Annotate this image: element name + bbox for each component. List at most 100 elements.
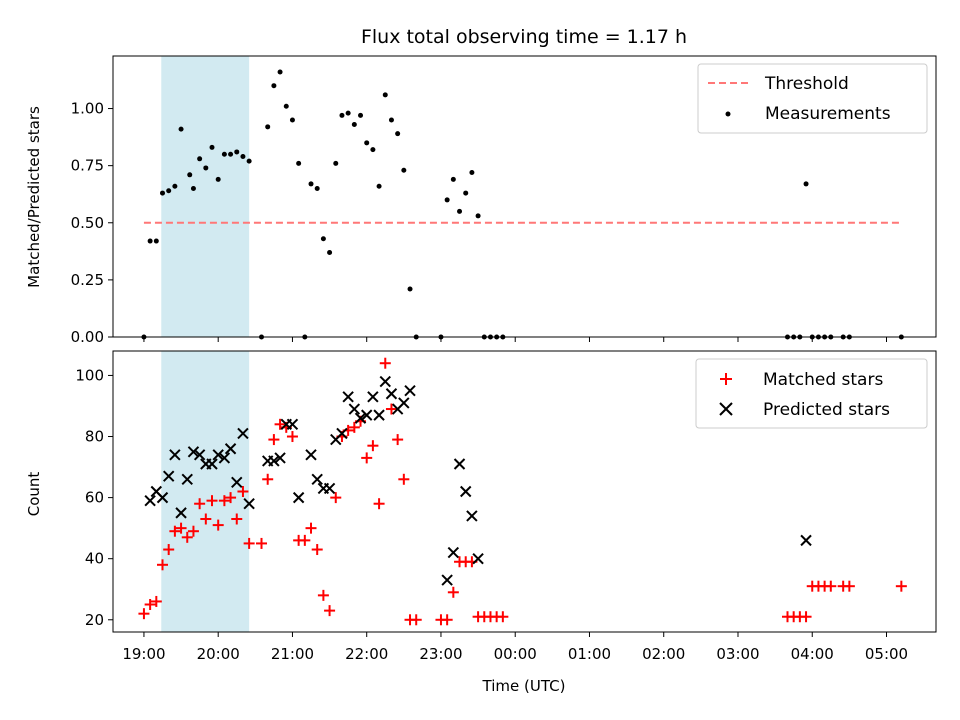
- matched-star-point: [367, 440, 379, 452]
- matched-star-point: [138, 608, 150, 620]
- matched-star-point: [200, 513, 212, 525]
- predicted-star-point: [342, 391, 354, 403]
- measurement-point: [160, 190, 166, 196]
- measurement-point: [450, 176, 456, 182]
- predicted-star-point: [336, 427, 348, 440]
- top-plot-frame: [112, 55, 937, 338]
- measurement-point: [234, 149, 240, 155]
- measurement-point: [407, 286, 413, 292]
- measurement-point: [351, 122, 357, 128]
- y-tick-label: 0.50: [71, 214, 104, 232]
- y-tick-label: 0.75: [71, 157, 104, 175]
- matched-star-point: [268, 434, 280, 446]
- predicted-star-point: [311, 473, 323, 485]
- x-tick-label: 21:00: [271, 645, 314, 663]
- matched-star-point: [324, 605, 336, 617]
- measurement-point: [289, 117, 295, 123]
- matched-star-point: [163, 544, 175, 556]
- predicted-star-point: [398, 397, 410, 409]
- matched-star-point: [348, 421, 360, 433]
- legend-measurements-swatch: [725, 111, 731, 117]
- bottom-panel: 20 40 60 80 100 19:00 20:00 21:00 22:00 23:00 00:…: [75, 350, 937, 663]
- predicted-star-point: [360, 409, 373, 421]
- measurement-point: [209, 144, 215, 150]
- predicted-star-point: [181, 473, 193, 485]
- matched-star-point: [447, 586, 459, 598]
- predicted-star-point: [466, 510, 478, 522]
- predicted-star-point: [354, 412, 367, 424]
- measurement-point: [388, 117, 394, 123]
- predicted-star-point: [800, 534, 812, 547]
- matched-star-point: [410, 614, 422, 626]
- measurement-point: [803, 181, 809, 187]
- predicted-star-point: [274, 452, 286, 464]
- top-shaded-region: [161, 56, 250, 337]
- measurement-point: [444, 197, 450, 203]
- matched-star-point: [243, 537, 255, 549]
- x-tick-label: 05:00: [865, 645, 908, 663]
- matched-star-point: [361, 452, 373, 464]
- measurement-point: [339, 112, 345, 118]
- matched-star-point: [497, 611, 509, 623]
- measurement-point: [345, 110, 351, 116]
- matched-star-point: [206, 495, 218, 507]
- predicted-star-point: [441, 574, 453, 586]
- predicted-star-point: [206, 458, 218, 470]
- matched-star-point: [895, 580, 907, 592]
- matched-star-point: [150, 595, 162, 607]
- y-tick-label: 40: [85, 550, 104, 568]
- measurement-point: [463, 190, 469, 196]
- matched-star-point: [398, 473, 410, 485]
- matched-star-point: [181, 531, 193, 543]
- top-x-ticks: [143, 337, 887, 342]
- y-tick-label: 1.00: [71, 100, 104, 118]
- measurement-point: [190, 186, 196, 192]
- matched-star-point: [800, 611, 812, 623]
- top-legend: Threshold Measurements: [697, 63, 928, 134]
- measurement-point: [178, 126, 184, 132]
- matched-star-point: [274, 418, 286, 430]
- predicted-star-point: [218, 452, 231, 464]
- measurement-point: [469, 170, 475, 176]
- matched-star-point: [305, 522, 317, 534]
- y-tick-label: 20: [85, 611, 104, 629]
- matched-star-point: [299, 534, 311, 546]
- y-tick-label: 80: [85, 428, 104, 446]
- predicted-star-point: [447, 546, 460, 559]
- matched-star-point: [385, 403, 397, 415]
- measurement-point: [277, 69, 283, 75]
- measurement-point: [187, 172, 193, 178]
- matched-star-point: [256, 537, 268, 549]
- matched-star-point: [373, 498, 385, 510]
- matched-star-point: [218, 495, 230, 507]
- predicted-star-point: [224, 443, 237, 455]
- measurement-point: [358, 112, 364, 118]
- measurement-point: [147, 238, 153, 244]
- legend-matched-swatch: [720, 373, 732, 385]
- predicted-star-point: [453, 458, 466, 470]
- predicted-star-point: [237, 427, 249, 440]
- matched-star-point: [330, 492, 342, 504]
- measurement-point: [333, 160, 339, 166]
- y-tick-label: 60: [85, 489, 104, 507]
- measurement-point: [457, 208, 463, 214]
- x-tick-label: 20:00: [197, 645, 240, 663]
- legend-predicted-label: Predicted stars: [763, 400, 890, 420]
- measurement-point: [283, 103, 289, 109]
- measurement-point: [265, 124, 271, 130]
- measurement-point: [475, 213, 481, 219]
- predicted-star-point: [169, 449, 181, 461]
- predicted-star-point: [286, 418, 299, 431]
- measurement-point: [376, 183, 382, 189]
- legend-threshold-label: Threshold: [764, 74, 849, 94]
- predicted-star-point: [379, 375, 391, 388]
- x-tick-label: 23:00: [419, 645, 462, 663]
- measurement-point: [197, 156, 203, 162]
- legend-measurements-label: Measurements: [765, 104, 891, 124]
- matched-star-point: [157, 559, 169, 571]
- bottom-legend-box: [695, 358, 928, 429]
- x-tick-label: 22:00: [345, 645, 388, 663]
- x-tick-label: 03:00: [716, 645, 759, 663]
- measurement-point: [314, 186, 320, 192]
- top-y-ticks: 0.00 0.25 0.50 0.75 1.00: [71, 100, 113, 346]
